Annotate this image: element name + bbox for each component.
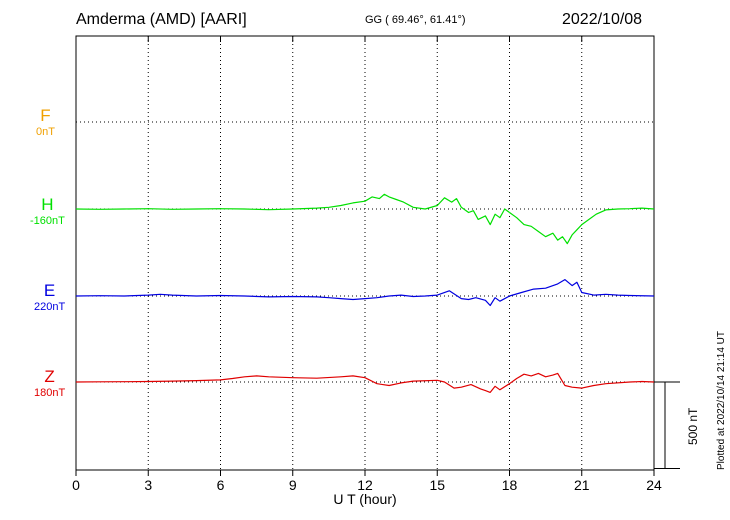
x-tick-label: 24: [646, 477, 662, 493]
x-tick-label: 18: [502, 477, 518, 493]
series-name-F: F: [40, 106, 51, 125]
x-tick-label: 9: [289, 477, 297, 493]
series-name-E: E: [43, 281, 56, 300]
x-axis: 0 3 6 9 12 15 18 21 24: [72, 36, 662, 493]
series-offset-E: 220nT: [34, 301, 66, 313]
x-tick-label: 6: [217, 477, 225, 493]
date-label: 2022/10/08: [562, 11, 643, 28]
station-title: Amderma (AMD) [AARI]: [76, 11, 247, 28]
x-tick-label: 15: [429, 477, 445, 493]
trace-Z: [75, 372, 655, 393]
series-label-H: H -160nT: [30, 195, 65, 227]
plotted-timestamp: Plotted at 2022/10/14 21:14 UT: [716, 331, 727, 470]
trace-E: [75, 279, 655, 307]
series-label-E: E 220nT: [34, 281, 65, 313]
trace-H: [75, 193, 655, 245]
scale-bar-label: 500 nT: [686, 407, 700, 445]
series-offset-Z: 180nT: [34, 387, 66, 399]
x-axis-label: U T (hour): [333, 491, 396, 507]
scale-bar: [654, 381, 680, 469]
series-offset-H: -160nT: [30, 215, 65, 227]
traces: [75, 193, 655, 393]
series-name-H: H: [41, 195, 54, 214]
series-name-Z: Z: [44, 367, 55, 386]
x-tick-label: 0: [72, 477, 80, 493]
x-tick-label: 3: [144, 477, 152, 493]
x-tick-label: 21: [574, 477, 590, 493]
grid-lines: [76, 36, 654, 470]
series-offset-F: 0nT: [36, 126, 55, 138]
x-tick-label: 12: [357, 477, 373, 493]
series-label-Z: Z 180nT: [34, 367, 65, 399]
geo-coords: GG ( 69.46°, 61.41°): [365, 14, 466, 26]
series-label-F: F 0nT: [36, 106, 55, 138]
